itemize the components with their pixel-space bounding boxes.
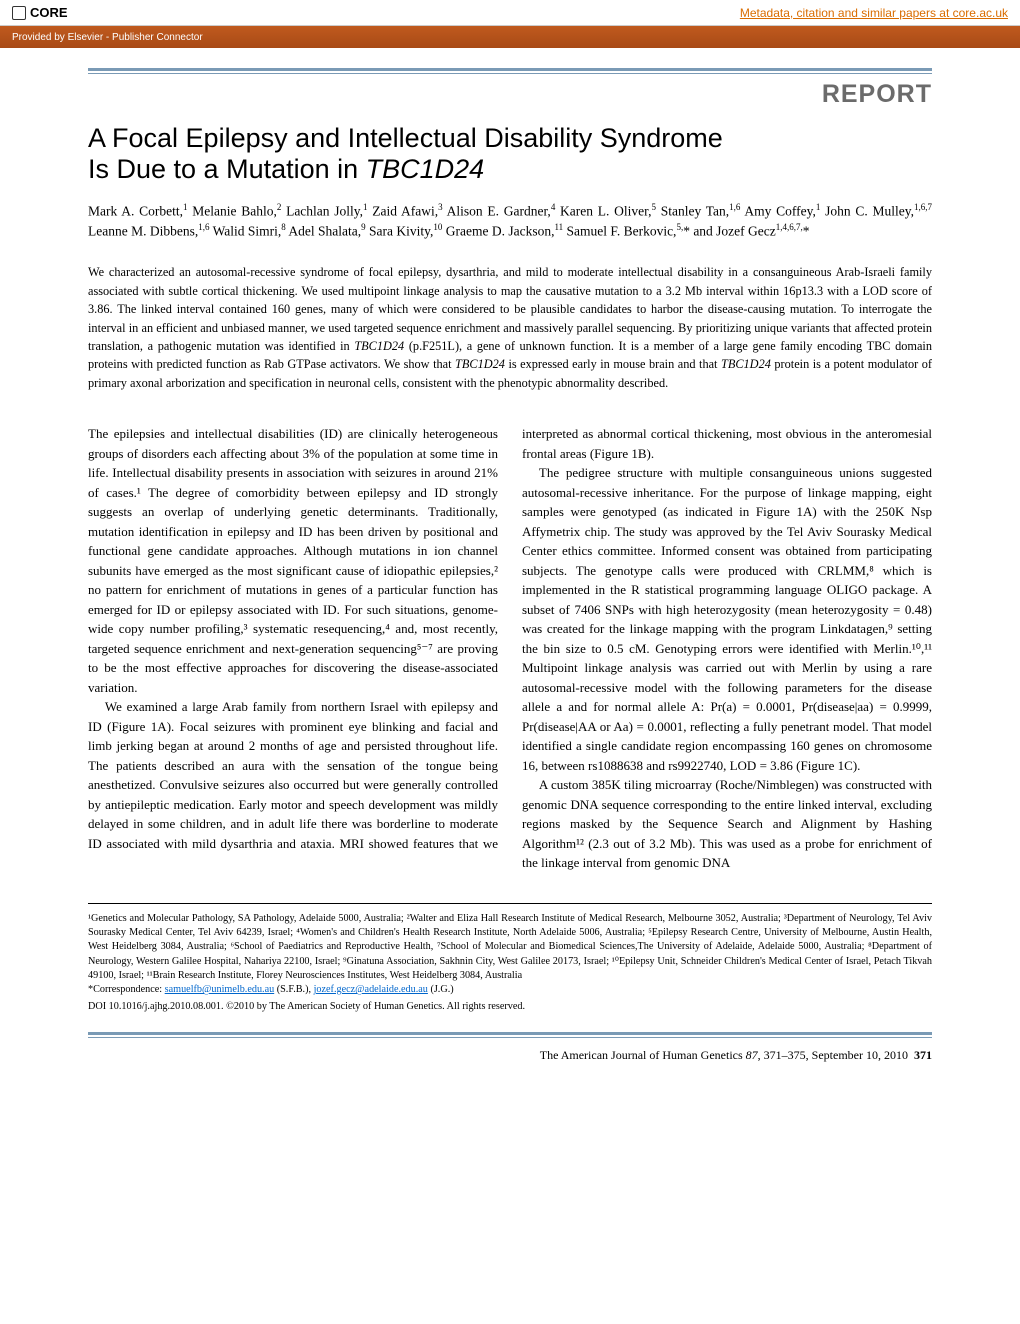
email2-suffix: (J.G.) (428, 984, 454, 995)
body-text: The epilepsies and intellectual disabili… (88, 424, 932, 873)
journal-volume: 87 (746, 1048, 758, 1062)
top-rule (88, 68, 932, 74)
correspondence-email-2[interactable]: jozef.gecz@adelaide.edu.au (314, 984, 428, 995)
page-number: 371 (914, 1048, 932, 1062)
affiliations-text: ¹Genetics and Molecular Pathology, SA Pa… (88, 913, 932, 981)
body-p4: A custom 385K tiling microarray (Roche/N… (522, 775, 932, 873)
article-title: A Focal Epilepsy and Intellectual Disabi… (88, 123, 932, 185)
provider-text: Provided by Elsevier - Publisher Connect… (12, 32, 203, 43)
title-line2-prefix: Is Due to a Mutation in (88, 154, 366, 184)
body-p3: The pedigree structure with multiple con… (522, 463, 932, 775)
email1-suffix: (S.F.B.), (274, 984, 313, 995)
core-metadata-link[interactable]: Metadata, citation and similar papers at… (740, 6, 1008, 20)
title-line1: A Focal Epilepsy and Intellectual Disabi… (88, 123, 723, 153)
core-logo: CORE (12, 5, 68, 20)
journal-footer: The American Journal of Human Genetics 8… (88, 1048, 932, 1063)
footer-rule (88, 1032, 932, 1038)
report-label: REPORT (88, 80, 932, 109)
title-gene: TBC1D24 (366, 154, 485, 184)
authors-block: Mark A. Corbett,1 Melanie Bahlo,2 Lachla… (88, 201, 932, 241)
abstract: We characterized an autosomal-recessive … (88, 263, 932, 392)
journal-pages-date: , 371–375, September 10, 2010 (758, 1048, 908, 1062)
doi-line: DOI 10.1016/j.ajhg.2010.08.001. ©2010 by… (88, 1001, 932, 1012)
core-banner: CORE Metadata, citation and similar pape… (0, 0, 1020, 26)
correspondence-label: *Correspondence: (88, 984, 165, 995)
body-p1: The epilepsies and intellectual disabili… (88, 424, 498, 697)
page-content: REPORT A Focal Epilepsy and Intellectual… (0, 48, 1020, 1093)
correspondence-email-1[interactable]: samuelfb@unimelb.edu.au (165, 984, 275, 995)
affiliations: ¹Genetics and Molecular Pathology, SA Pa… (88, 903, 932, 998)
provider-bar: Provided by Elsevier - Publisher Connect… (0, 26, 1020, 48)
core-label: CORE (30, 5, 68, 20)
journal-name: The American Journal of Human Genetics (540, 1048, 746, 1062)
core-logo-icon (12, 6, 26, 20)
